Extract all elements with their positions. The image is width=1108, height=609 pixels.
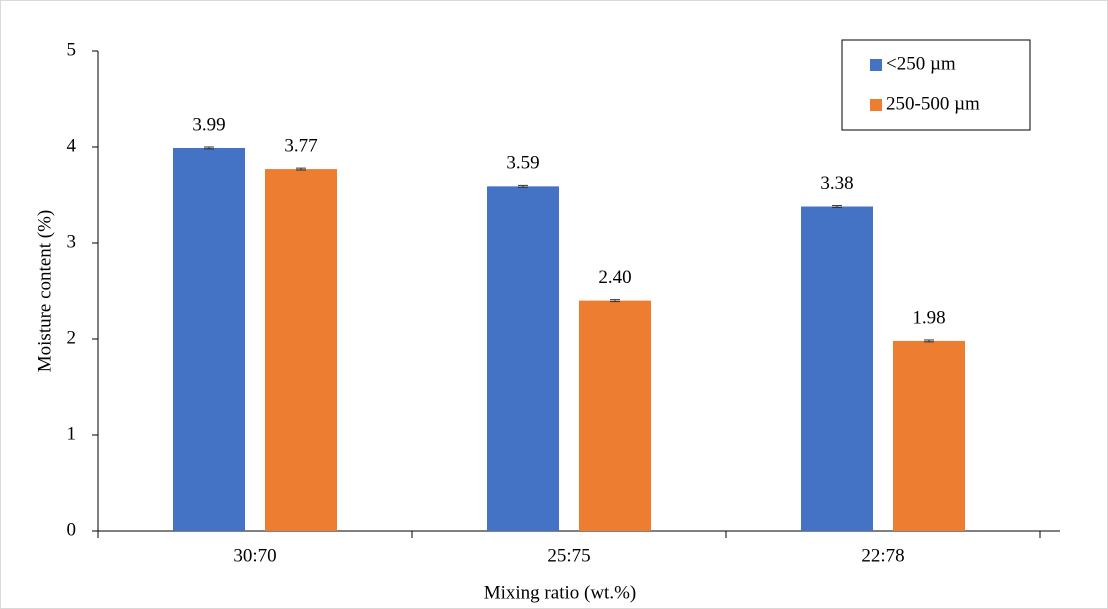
error-bar [924, 339, 934, 343]
data-label: 3.59 [506, 153, 539, 174]
error-bar [296, 167, 306, 171]
error-bar [610, 299, 620, 303]
error-bar [518, 184, 528, 188]
y-tick-label: 0 [67, 519, 77, 540]
legend-swatch [870, 59, 882, 71]
error-bar [204, 146, 214, 150]
bar [579, 300, 651, 531]
y-tick-label: 3 [67, 231, 77, 252]
error-bar [832, 205, 842, 208]
bar [893, 340, 965, 531]
x-tick-label: 25:75 [547, 545, 590, 566]
y-tick-label: 4 [67, 135, 77, 156]
data-label: 3.38 [820, 173, 853, 194]
y-tick-label: 1 [67, 423, 77, 444]
x-axis-title: Mixing ratio (wt.%) [484, 582, 637, 603]
bar [265, 169, 337, 531]
data-label: 3.99 [192, 114, 225, 135]
data-label: 2.40 [598, 267, 631, 288]
bar [487, 186, 559, 532]
legend-box [841, 39, 1031, 131]
bar [801, 206, 873, 531]
x-tick-label: 22:78 [861, 545, 904, 566]
legend-label: <250 µm [886, 53, 956, 74]
data-label: 3.77 [284, 135, 317, 156]
x-tick-label: 30:70 [233, 545, 276, 566]
bar [173, 147, 245, 531]
y-tick-label: 2 [67, 327, 77, 348]
legend-label: 250-500 µm [886, 93, 980, 114]
data-label: 1.98 [912, 307, 945, 328]
y-axis-title: Moisture content (%) [34, 210, 55, 373]
y-tick-label: 5 [67, 39, 77, 60]
legend-swatch [870, 99, 882, 111]
